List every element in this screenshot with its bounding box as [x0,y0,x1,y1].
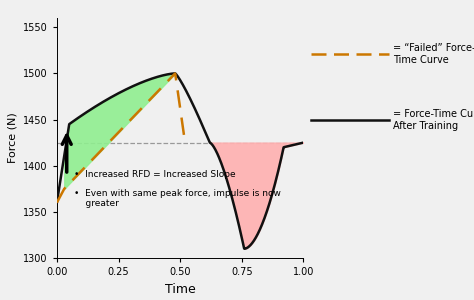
Text: = “Failed” Force-
Time Curve: = “Failed” Force- Time Curve [393,43,474,65]
X-axis label: Time: Time [165,283,195,296]
Text: •  Even with same peak force, impulse is now
    greater: • Even with same peak force, impulse is … [74,189,281,208]
Y-axis label: Force (N): Force (N) [8,112,18,164]
Text: = Force-Time Curve
After Training: = Force-Time Curve After Training [393,109,474,131]
Text: •  Increased RFD = Increased Slope: • Increased RFD = Increased Slope [74,170,236,179]
